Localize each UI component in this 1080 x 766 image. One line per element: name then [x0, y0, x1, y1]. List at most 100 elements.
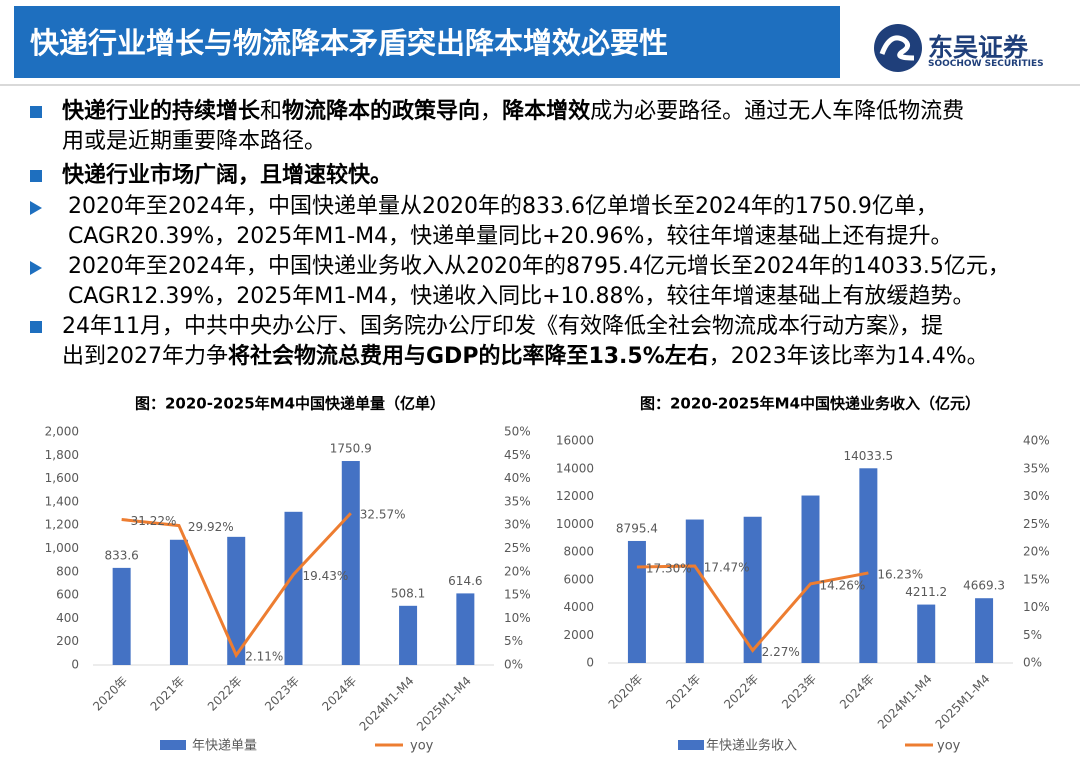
text-run: 2020年至2024年，中国快递业务收入从2020年的8795.4亿元增长至20…	[68, 254, 1010, 279]
y2-tick-label: 30%	[1023, 489, 1050, 503]
y-tick-label: 2,000	[45, 425, 79, 439]
text-run: CAGR12.39%，2025年M1-M4，快递收入同比+10.88%，较往年增…	[68, 284, 975, 309]
x-tick-label: 2024年	[319, 674, 359, 714]
bullet-line: CAGR20.39%，2025年M1-M4，快递单量同比+20.96%，较往年增…	[68, 222, 952, 252]
bullet: 2020年至2024年，中国快递单量从2020年的833.6亿单增长至2024年…	[68, 192, 952, 252]
y-tick-label: 200	[56, 634, 79, 648]
logo-icon	[874, 24, 922, 72]
line-value-label: 14.26%	[820, 578, 866, 592]
y2-tick-label: 40%	[1023, 434, 1050, 448]
bar-value-label: 4669.3	[963, 579, 1005, 593]
y2-tick-label: 45%	[504, 448, 531, 462]
bullet-line: 快递行业市场广阔，且增速较快。	[62, 161, 392, 191]
line-value-label: 16.23%	[877, 567, 923, 581]
chart-title: 图：2020-2025年M4中国快递单量（亿单）	[135, 395, 445, 413]
legend-label: 年快递业务收入	[706, 738, 797, 754]
text-run: 出到2027年力争	[62, 344, 228, 369]
bar	[341, 461, 360, 665]
y-tick-label: 800	[56, 564, 79, 578]
bar	[227, 536, 246, 665]
y2-tick-label: 0%	[1023, 656, 1042, 670]
y2-tick-label: 10%	[1023, 600, 1050, 614]
header-bar: 快递行业增长与物流降本矛盾突出降本增效必要性	[14, 6, 840, 78]
x-tick-label: 2021年	[663, 672, 703, 712]
legend-swatch	[160, 740, 186, 750]
x-tick-label: 2024M1-M4	[357, 674, 417, 734]
line-value-label: 31.22%	[131, 514, 177, 528]
text-run: 和	[260, 99, 283, 124]
x-tick-label: 2023年	[262, 674, 302, 714]
line	[636, 564, 869, 653]
x-tick-label: 2024年	[837, 672, 877, 712]
text-run: 快递行业市场广阔，且增速较快。	[62, 163, 393, 188]
bullet-line: 用或是近期重要降本路径。	[62, 127, 964, 157]
bar	[112, 567, 131, 665]
bullet: 快递行业市场广阔，且增速较快。	[62, 161, 392, 191]
text-run: ，	[480, 99, 503, 124]
legend-label: 年快递单量	[192, 739, 257, 754]
y-tick-label: 10000	[556, 517, 594, 531]
bar	[743, 516, 762, 663]
x-tick-label: 2020年	[90, 674, 130, 714]
bar	[627, 540, 646, 663]
x-tick-label: 2021年	[148, 674, 188, 714]
y-tick-label: 14000	[556, 461, 594, 475]
line-value-label: 2.11%	[245, 650, 283, 664]
legend-label: yoy	[410, 739, 434, 754]
text-run: 用或是近期重要降本路径。	[62, 129, 327, 154]
divider	[0, 84, 1080, 86]
line-value-label: 17.47%	[704, 561, 750, 575]
text-run: ，2023年该比率为14.4%。	[708, 344, 989, 369]
bar-value-label: 833.6	[104, 548, 138, 562]
x-tick-label: 2025M1-M4	[414, 674, 474, 734]
bar-value-label: 508.1	[391, 586, 425, 600]
x-tick-label: 2022年	[205, 674, 245, 714]
text-run: CAGR20.39%，2025年M1-M4，快递单量同比+20.96%，较往年增…	[68, 224, 953, 249]
y2-tick-label: 20%	[1023, 545, 1050, 559]
x-tick-label: 2020年	[606, 672, 646, 712]
text-run: 24年11月，中共中央办公厅、国务院办公厅印发《有效降低全社会物流成本行动方案》…	[62, 314, 943, 339]
bar	[975, 598, 994, 663]
y2-tick-label: 25%	[1023, 517, 1050, 531]
y-tick-label: 1,800	[45, 448, 79, 462]
bullet: 快递行业的持续增长和物流降本的政策导向，降本增效成为必要路径。通过无人车降低物流…	[62, 97, 964, 157]
bar-value-label: 614.6	[448, 574, 482, 588]
y2-tick-label: 5%	[1023, 628, 1042, 642]
bar	[456, 593, 475, 665]
line-value-label: 19.43%	[303, 569, 349, 583]
legend-swatch	[678, 740, 704, 750]
text-run: 降本增效	[502, 99, 591, 124]
y-tick-label: 1,000	[45, 541, 79, 555]
square-marker	[30, 321, 42, 333]
y2-tick-label: 15%	[1023, 572, 1050, 586]
line	[121, 512, 352, 659]
bar-value-label: 4211.2	[905, 585, 947, 599]
y2-tick-label: 10%	[504, 611, 531, 625]
square-marker	[30, 106, 42, 118]
logo-subtitle: SOOCHOW SECURITIES	[928, 59, 1044, 69]
x-tick-label: 2022年	[721, 672, 761, 712]
y-tick-label: 1,400	[45, 494, 79, 508]
bullet: 24年11月，中共中央办公厅、国务院办公厅印发《有效降低全社会物流成本行动方案》…	[62, 312, 989, 372]
y-tick-label: 6000	[563, 572, 594, 586]
y2-tick-label: 35%	[504, 494, 531, 508]
y-tick-label: 1,200	[45, 518, 79, 532]
slide-title: 快递行业增长与物流降本矛盾突出降本增效必要性	[30, 26, 669, 60]
y-tick-label: 12000	[556, 489, 594, 503]
line-value-label: 17.30%	[646, 561, 692, 575]
y-tick-label: 400	[56, 611, 79, 625]
y2-tick-label: 30%	[504, 518, 531, 532]
bar	[859, 468, 878, 663]
text-run: 将社会物流总费用与GDP的比率降至13.5%左右	[228, 344, 709, 369]
bar	[917, 604, 936, 663]
y-tick-label: 1,600	[45, 471, 79, 485]
bar-value-label: 14033.5	[844, 449, 894, 463]
text-run: 物流降本的政策导向	[282, 99, 481, 124]
bar	[169, 539, 188, 665]
y2-tick-label: 20%	[504, 564, 531, 578]
bullet-line: 快递行业的持续增长和物流降本的政策导向，降本增效成为必要路径。通过无人车降低物流…	[62, 97, 964, 127]
logo-name: 东吴证券	[928, 33, 1029, 62]
bar	[801, 495, 820, 663]
y2-tick-label: 40%	[504, 471, 531, 485]
bullet: 2020年至2024年，中国快递业务收入从2020年的8795.4亿元增长至20…	[68, 252, 1010, 312]
